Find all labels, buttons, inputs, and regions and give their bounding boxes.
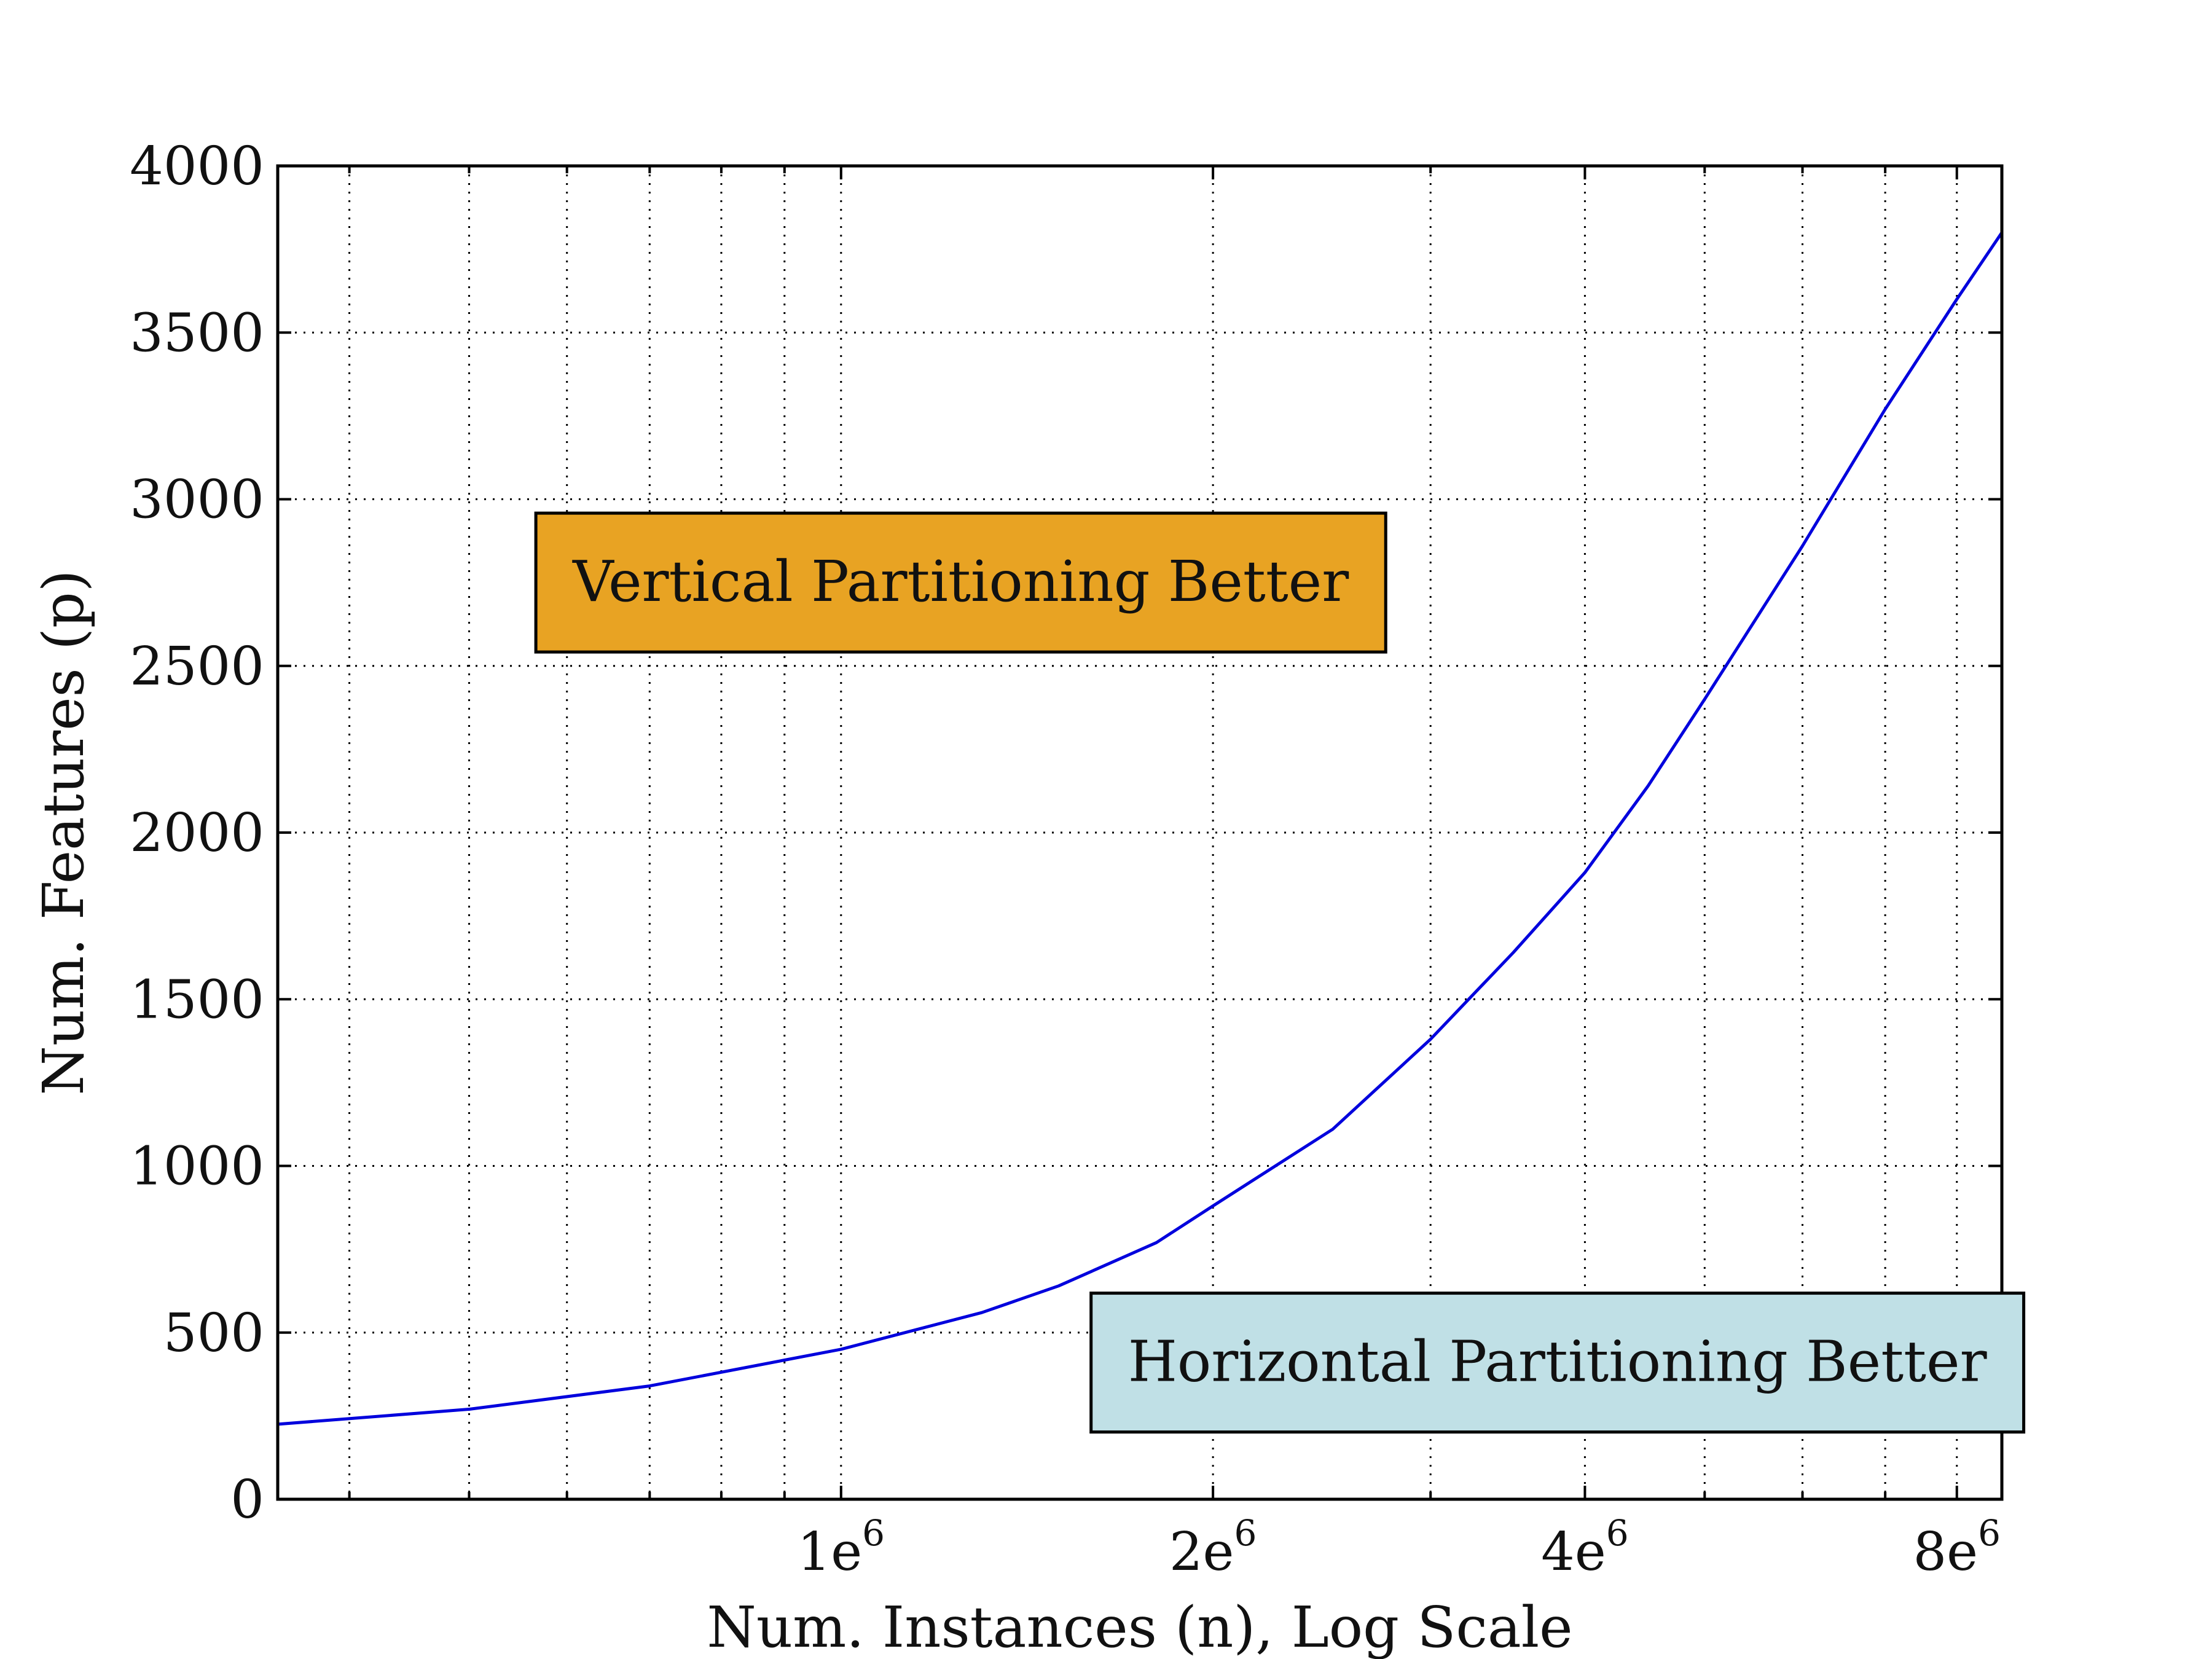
annotation-text: Vertical Partitioning Better: [572, 549, 1349, 614]
y-tick-label: 1500: [130, 969, 264, 1030]
annotation-layer: Vertical Partitioning Better Horizontal P…: [534, 511, 2026, 1434]
y-tick-label: 0: [230, 1469, 264, 1531]
annotation-background: [1089, 1292, 2026, 1434]
y-tick-label: 3000: [130, 469, 264, 531]
x-axis-label: Num. Instances (n), Log Scale: [707, 1594, 1572, 1659]
y-tick-label: 500: [163, 1303, 264, 1364]
x-tick-label: 8e6: [1913, 1512, 2001, 1583]
y-axis-label: Num. Features (p): [31, 570, 96, 1095]
y-tick-label: 1000: [130, 1136, 264, 1198]
annotation-background: [534, 511, 1387, 654]
annotation-text: Horizontal Partitioning Better: [1128, 1329, 1987, 1395]
y-tick-label: 2500: [130, 636, 264, 697]
y-tick-label: 2000: [130, 802, 264, 864]
x-tick-label: 1e6: [798, 1512, 885, 1583]
y-tick-label: 3500: [130, 302, 264, 364]
annotation-box: Horizontal Partitioning Better: [1089, 1292, 2026, 1434]
series-layer: [276, 231, 2004, 1426]
y-tick-label: 4000: [130, 136, 264, 197]
ticks-layer: 0 500 1000 1500 2000 2500 3000 3500 4000 1e6 2e6 4e…: [130, 136, 2002, 1583]
labels-layer: Num. Instances (n), Log Scale Num. Featur…: [31, 570, 1573, 1659]
x-tick-label: 4e6: [1541, 1512, 1629, 1583]
annotation-box: Vertical Partitioning Better: [534, 511, 1387, 654]
series-line: [276, 231, 2004, 1426]
x-tick-label: 2e6: [1169, 1512, 1257, 1583]
